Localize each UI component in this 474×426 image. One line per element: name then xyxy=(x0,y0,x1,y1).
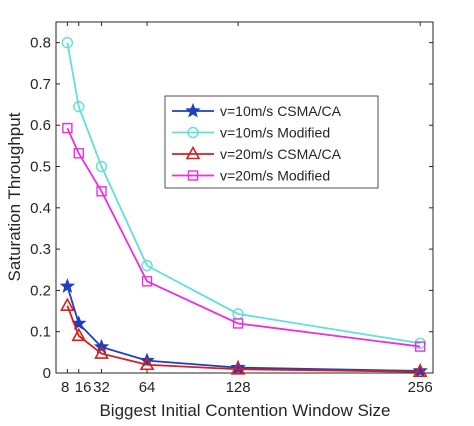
data-point xyxy=(141,259,153,272)
y-tick-label: 0 xyxy=(43,365,51,382)
data-point xyxy=(73,100,85,113)
data-point xyxy=(61,36,74,49)
x-tick-label: 256 xyxy=(408,379,433,396)
y-tick-label: 0.7 xyxy=(30,76,51,93)
data-point xyxy=(94,345,109,359)
y-tick-label: 0.4 xyxy=(30,200,51,217)
x-axis: 8 16 32 64 128 256 xyxy=(61,22,433,396)
data-point xyxy=(230,361,246,375)
legend-entry: v=20m/s Modified xyxy=(172,168,330,184)
data-point xyxy=(59,278,76,293)
y-tick-label: 0.1 xyxy=(30,324,51,341)
x-tick-label: 16 xyxy=(75,379,92,396)
x-tick-label: 8 xyxy=(61,379,69,396)
data-point xyxy=(412,362,428,378)
data-point xyxy=(187,126,199,139)
y-axis-label: Saturation Throughput xyxy=(5,112,24,281)
data-point xyxy=(141,276,153,287)
legend-entry: v=10m/s CSMA/CA xyxy=(172,102,342,119)
data-point xyxy=(96,186,107,197)
y-tick-label: 0.2 xyxy=(30,282,51,299)
legend-entry: v=10m/s Modified xyxy=(172,125,330,141)
plot-area xyxy=(55,21,434,374)
series-1 xyxy=(61,36,426,349)
legend-label: v=10m/s Modified xyxy=(220,125,330,141)
series-layer xyxy=(59,36,428,378)
series-3 xyxy=(62,122,426,352)
legend-entry: v=20m/s CSMA/CA xyxy=(172,145,342,162)
x-tick-label: 32 xyxy=(93,379,110,396)
y-tick-label: 0.3 xyxy=(30,241,51,258)
data-point xyxy=(232,318,244,329)
legend: v=10m/s CSMA/CA v=10m/s Modified v=20m/s C… xyxy=(164,95,379,189)
data-point xyxy=(230,359,246,375)
data-point xyxy=(412,363,428,378)
data-point xyxy=(414,341,426,352)
legend-label: v=10m/s CSMA/CA xyxy=(220,103,342,119)
data-point xyxy=(185,145,201,160)
data-point xyxy=(139,356,155,371)
y-tick-label: 0.5 xyxy=(30,159,51,176)
y-tick-label: 0.8 xyxy=(30,35,51,52)
x-tick-label: 128 xyxy=(226,379,251,396)
y-tick-label: 0.6 xyxy=(30,117,51,134)
data-point xyxy=(185,102,201,118)
data-point xyxy=(71,327,87,342)
data-point xyxy=(60,297,75,311)
y-axis: 0 0.1 0.2 0.3 0.4 0.5 0.6 0.7 0.8 xyxy=(30,35,433,382)
legend-label: v=20m/s Modified xyxy=(220,168,330,184)
series-line xyxy=(66,286,421,372)
series-2 xyxy=(60,297,428,378)
legend-label: v=20m/s CSMA/CA xyxy=(220,146,342,162)
data-point xyxy=(62,122,73,134)
data-point xyxy=(73,148,84,159)
x-axis-label: Biggest Initial Contention Window Size xyxy=(99,401,390,420)
data-point xyxy=(139,352,155,368)
data-point xyxy=(95,160,108,173)
series-line xyxy=(66,305,421,373)
series-line xyxy=(66,42,421,345)
x-tick-label: 64 xyxy=(139,379,156,396)
data-point xyxy=(187,170,199,181)
